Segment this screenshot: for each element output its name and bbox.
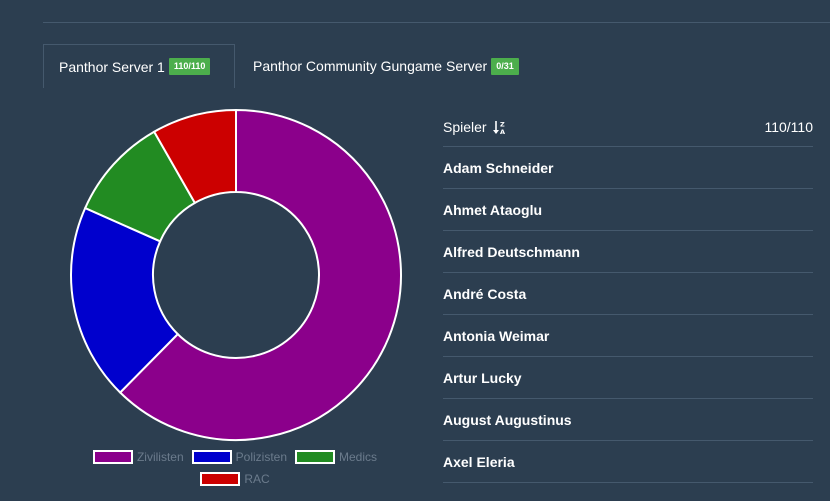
chart-legend: Zivilisten Polizisten Medics RAC [60, 450, 410, 494]
svg-text:A: A [500, 128, 505, 135]
tab-label: Panthor Server 1 [59, 58, 165, 75]
sort-by-name-button[interactable]: Spieler Z A [443, 119, 507, 136]
legend-label: Zivilisten [136, 450, 184, 464]
legend-label: RAC [244, 472, 270, 486]
player-row[interactable]: André Costa [443, 273, 813, 315]
player-row[interactable]: Artur Lucky [443, 357, 813, 399]
legend-label: Medics [339, 450, 378, 464]
tab-panthor-server-1[interactable]: Panthor Server 1 110/110 [43, 44, 235, 88]
legend-item-medics[interactable]: Medics [295, 450, 377, 464]
legend-label: Polizisten [235, 450, 288, 464]
legend-item-zivilisten[interactable]: Zivilisten [92, 450, 184, 464]
player-row[interactable]: August Augustinus [443, 399, 813, 441]
player-row[interactable]: Axel Eleria [443, 441, 813, 483]
player-row[interactable]: Alfred Deutschmann [443, 231, 813, 273]
top-divider [43, 22, 830, 23]
faction-donut-chart: Zivilisten Polizisten Medics RAC [60, 108, 410, 494]
player-row[interactable]: Ahmet Ataoglu [443, 189, 813, 231]
legend-item-polizisten[interactable]: Polizisten [191, 450, 288, 464]
svg-text:Z: Z [500, 121, 505, 129]
player-count-badge: 110/110 [168, 58, 211, 75]
player-count-badge: 0/31 [491, 57, 519, 75]
player-list-title: Spieler [443, 118, 487, 135]
legend-swatch [92, 450, 133, 464]
player-list: Spieler Z A 110/110 Adam Schneider Ahmet … [443, 108, 813, 483]
sort-alpha-desc-icon: Z A [493, 120, 507, 135]
player-list-header: Spieler Z A 110/110 [443, 108, 813, 147]
legend-swatch [295, 450, 336, 464]
donut-svg [70, 108, 402, 441]
donut-slice-rac[interactable] [152, 108, 237, 205]
tab-gungame-server[interactable]: Panthor Community Gungame Server 0/31 [253, 44, 533, 88]
donut-slice-polizisten[interactable] [70, 206, 180, 394]
legend-item-rac[interactable]: RAC [200, 472, 270, 486]
player-row[interactable]: Adam Schneider [443, 147, 813, 189]
legend-swatch [200, 472, 241, 486]
legend-swatch [191, 450, 232, 464]
tab-label: Panthor Community Gungame Server [253, 58, 488, 74]
player-row[interactable]: Antonia Weimar [443, 315, 813, 357]
donut-slice-zivilisten[interactable] [118, 108, 402, 441]
player-total-count: 110/110 [764, 119, 813, 135]
